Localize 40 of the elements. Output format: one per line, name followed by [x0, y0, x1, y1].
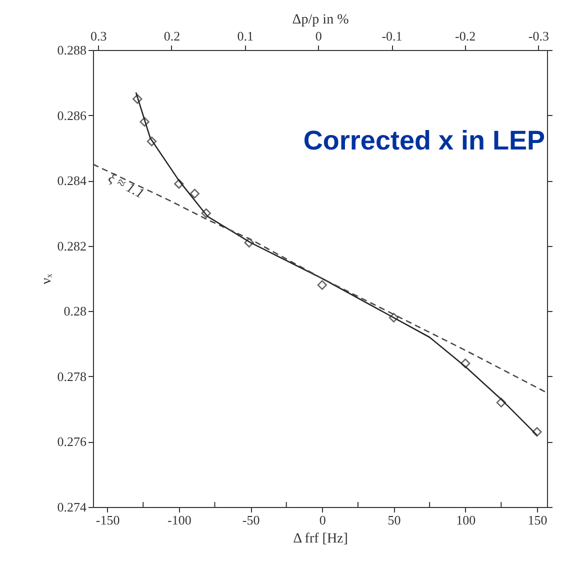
point — [317, 280, 327, 290]
annotation: ξ ≈ 1.1 — [105, 170, 146, 202]
point — [460, 358, 470, 368]
y-tick-label: 0.284 — [57, 173, 87, 188]
x2-tick-label: 0.2 — [164, 28, 180, 44]
point — [496, 398, 506, 408]
x-tick-label: 100 — [456, 512, 476, 528]
annotation: Corrected x in LEP — [303, 125, 545, 156]
y-tick-label: 0.286 — [57, 108, 87, 123]
y-tick-label: 0.288 — [57, 42, 86, 58]
x2-tick-label: -0.2 — [455, 28, 476, 44]
x-axis-title: Δ frf [Hz] — [293, 532, 348, 546]
point — [132, 94, 142, 104]
y-tick-label: 0.282 — [57, 238, 86, 254]
x2-tick-label: -0.3 — [528, 28, 549, 44]
x-tick-label: -150 — [96, 512, 120, 528]
y-tick-label: 0.278 — [57, 368, 86, 384]
point — [532, 427, 542, 437]
y-axis-title: νₓ — [39, 272, 54, 284]
point — [388, 312, 399, 323]
x-tick-label: 0 — [319, 512, 326, 528]
point — [201, 208, 211, 218]
x-tick-label: -100 — [168, 512, 192, 528]
x2-tick-label: 0.1 — [237, 28, 254, 44]
y-tick-label: 0.28 — [64, 304, 86, 319]
x2-tick-label: 0.3 — [90, 28, 107, 44]
y-tick-label: 0.276 — [57, 434, 87, 450]
point — [244, 238, 254, 248]
x2-tick-label: 0 — [315, 28, 322, 44]
x2-tick-label: -0.1 — [382, 28, 402, 44]
y-tick-label: 0.274 — [57, 500, 87, 514]
point — [140, 116, 150, 127]
point — [146, 136, 157, 146]
x-tick-label: 50 — [388, 512, 401, 528]
x2-axis-title: Δp/p in % — [292, 12, 350, 28]
x-tick-label: 150 — [528, 512, 548, 528]
point — [174, 179, 184, 189]
point — [190, 188, 200, 198]
x-tick-label: -50 — [242, 512, 260, 528]
line-series — [92, 164, 548, 394]
